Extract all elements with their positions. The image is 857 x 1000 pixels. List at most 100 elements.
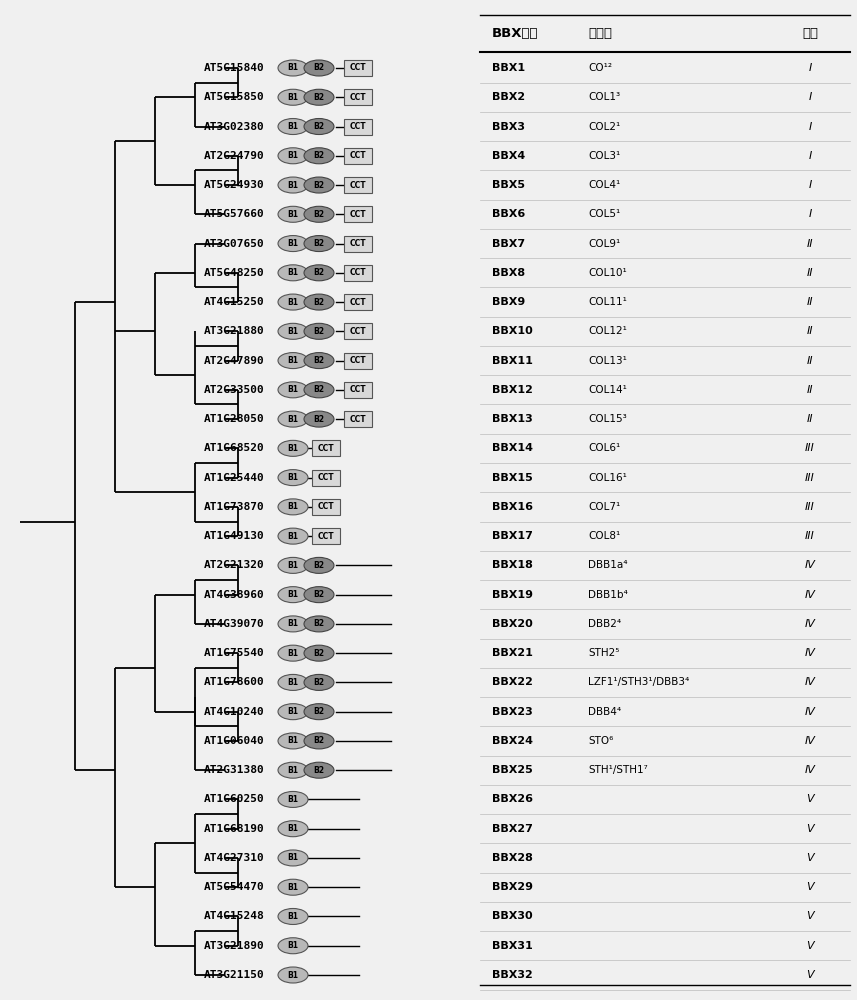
Text: BBX23: BBX23 xyxy=(492,707,533,717)
Text: BBX17: BBX17 xyxy=(492,531,533,541)
Ellipse shape xyxy=(278,177,308,193)
Text: V: V xyxy=(806,853,814,863)
FancyBboxPatch shape xyxy=(312,440,340,456)
Text: DBB4⁴: DBB4⁴ xyxy=(588,707,621,717)
Text: AT1G25440: AT1G25440 xyxy=(204,473,265,483)
Text: BBX18: BBX18 xyxy=(492,560,533,570)
Text: CCT: CCT xyxy=(350,210,366,219)
Text: II: II xyxy=(806,414,813,424)
Text: BBX13: BBX13 xyxy=(492,414,533,424)
Text: BBX20: BBX20 xyxy=(492,619,533,629)
Ellipse shape xyxy=(278,821,308,837)
FancyBboxPatch shape xyxy=(312,528,340,544)
Text: AT1G68190: AT1G68190 xyxy=(204,824,265,834)
Text: B2: B2 xyxy=(314,678,325,687)
Text: AT5G54470: AT5G54470 xyxy=(204,882,265,892)
Text: COL14¹: COL14¹ xyxy=(588,385,626,395)
Text: COL10¹: COL10¹ xyxy=(588,268,626,278)
Text: BBX3: BBX3 xyxy=(492,122,525,132)
Text: CCT: CCT xyxy=(350,122,366,131)
Text: CCT: CCT xyxy=(318,532,334,541)
Text: COL11¹: COL11¹ xyxy=(588,297,626,307)
Text: AT3G21890: AT3G21890 xyxy=(204,941,265,951)
Text: B1: B1 xyxy=(287,298,298,307)
Text: CCT: CCT xyxy=(350,268,366,277)
Ellipse shape xyxy=(278,411,308,427)
Text: 结构: 结构 xyxy=(802,27,818,40)
Text: IV: IV xyxy=(805,590,816,600)
Text: BBX24: BBX24 xyxy=(492,736,533,746)
Text: BBX19: BBX19 xyxy=(492,590,533,600)
Text: B2: B2 xyxy=(314,590,325,599)
Ellipse shape xyxy=(278,148,308,164)
Text: CCT: CCT xyxy=(350,327,366,336)
Text: AT1G60250: AT1G60250 xyxy=(204,794,265,804)
Ellipse shape xyxy=(304,294,334,310)
Text: BBX31: BBX31 xyxy=(492,941,533,951)
Text: I: I xyxy=(808,180,812,190)
Ellipse shape xyxy=(304,353,334,369)
Text: B2: B2 xyxy=(314,327,325,336)
Text: BBX4: BBX4 xyxy=(492,151,525,161)
Text: I: I xyxy=(808,63,812,73)
Text: AT2G33500: AT2G33500 xyxy=(204,385,265,395)
Text: CCT: CCT xyxy=(318,502,334,511)
Text: II: II xyxy=(806,385,813,395)
Ellipse shape xyxy=(304,148,334,164)
Ellipse shape xyxy=(278,382,308,398)
Text: COL4¹: COL4¹ xyxy=(588,180,620,190)
Text: AT1G75540: AT1G75540 xyxy=(204,648,265,658)
Text: AT5G57660: AT5G57660 xyxy=(204,209,265,219)
Ellipse shape xyxy=(304,557,334,573)
Text: BBX16: BBX16 xyxy=(492,502,533,512)
Text: B2: B2 xyxy=(314,736,325,745)
Text: IV: IV xyxy=(805,677,816,687)
Text: B1: B1 xyxy=(287,883,298,892)
Text: B2: B2 xyxy=(314,151,325,160)
Text: V: V xyxy=(806,882,814,892)
Text: AT1G49130: AT1G49130 xyxy=(204,531,265,541)
Text: BBX5: BBX5 xyxy=(492,180,525,190)
Ellipse shape xyxy=(304,674,334,690)
Text: III: III xyxy=(805,531,815,541)
Text: BBX21: BBX21 xyxy=(492,648,533,658)
Ellipse shape xyxy=(304,762,334,778)
Text: LZF1¹/STH3¹/DBB3⁴: LZF1¹/STH3¹/DBB3⁴ xyxy=(588,677,689,687)
Text: B2: B2 xyxy=(314,619,325,628)
Text: B1: B1 xyxy=(287,64,298,73)
Text: CCT: CCT xyxy=(318,473,334,482)
Ellipse shape xyxy=(278,60,308,76)
Text: B1: B1 xyxy=(287,415,298,424)
Text: AT4G38960: AT4G38960 xyxy=(204,590,265,600)
Text: CCT: CCT xyxy=(350,239,366,248)
Text: I: I xyxy=(808,151,812,161)
Text: BBX15: BBX15 xyxy=(492,473,533,483)
Text: BBX名字: BBX名字 xyxy=(492,27,538,40)
Text: B1: B1 xyxy=(287,912,298,921)
Text: BBX12: BBX12 xyxy=(492,385,533,395)
Ellipse shape xyxy=(304,616,334,632)
Text: B2: B2 xyxy=(314,356,325,365)
Text: BBX27: BBX27 xyxy=(492,824,533,834)
Text: II: II xyxy=(806,297,813,307)
Text: STH2⁵: STH2⁵ xyxy=(588,648,620,658)
Text: B1: B1 xyxy=(287,853,298,862)
Text: B1: B1 xyxy=(287,327,298,336)
Text: COL16¹: COL16¹ xyxy=(588,473,626,483)
Text: CCT: CCT xyxy=(350,415,366,424)
Ellipse shape xyxy=(304,587,334,603)
Ellipse shape xyxy=(278,645,308,661)
Text: B2: B2 xyxy=(314,181,325,190)
Ellipse shape xyxy=(304,236,334,252)
Text: IV: IV xyxy=(805,707,816,717)
Text: DBB1a⁴: DBB1a⁴ xyxy=(588,560,627,570)
Text: AT4G27310: AT4G27310 xyxy=(204,853,265,863)
Text: AT1G78600: AT1G78600 xyxy=(204,677,265,687)
Text: AT5G15840: AT5G15840 xyxy=(204,63,265,73)
Text: B2: B2 xyxy=(314,415,325,424)
Text: COL15³: COL15³ xyxy=(588,414,626,424)
Text: B1: B1 xyxy=(287,736,298,745)
Text: AT3G07650: AT3G07650 xyxy=(204,239,265,249)
Text: B1: B1 xyxy=(287,590,298,599)
Ellipse shape xyxy=(304,323,334,339)
